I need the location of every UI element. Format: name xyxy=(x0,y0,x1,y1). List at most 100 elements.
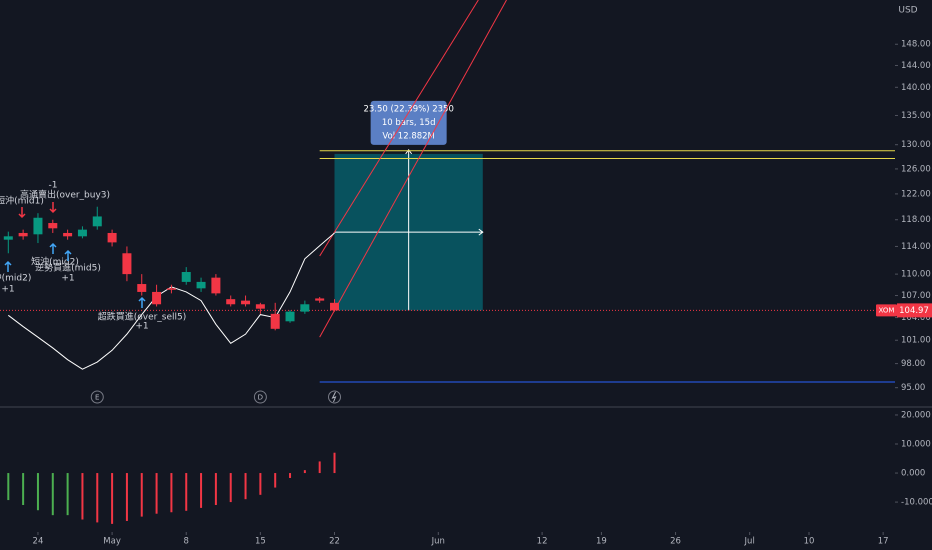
y-tick-label: 148.00 xyxy=(901,40,931,50)
histogram-bar xyxy=(259,473,262,495)
y-tick-label: 107.00 xyxy=(901,291,931,301)
annotation: 短沖(mid1) xyxy=(0,195,44,207)
measure-label: Vol 12.882M xyxy=(382,131,435,141)
histogram-bar xyxy=(200,473,203,508)
y-tick-label: 144.00 xyxy=(901,61,931,71)
candle-body xyxy=(63,232,73,237)
y-tick-label: 110.00 xyxy=(901,270,931,280)
x-tick-label: May xyxy=(103,537,121,547)
histogram-bar xyxy=(214,473,217,505)
candle-body xyxy=(166,288,176,290)
y-tick-label: 95.00 xyxy=(901,383,925,393)
y-tick-label: 114.00 xyxy=(901,242,931,252)
x-tick-label: 15 xyxy=(255,537,266,547)
candle-body xyxy=(92,216,102,227)
event-bolt xyxy=(331,391,337,403)
histogram-bar xyxy=(318,461,321,474)
y-tick-label: 122.00 xyxy=(901,189,931,199)
currency: USD xyxy=(898,6,917,16)
trend-line xyxy=(319,0,507,338)
histogram-bar xyxy=(36,473,39,511)
annotation: 高通賣出(over_buy3) xyxy=(20,189,110,201)
candle-body xyxy=(270,313,280,329)
candle-body xyxy=(181,272,191,282)
annotation: +1 xyxy=(135,322,148,332)
signal-arrow-up xyxy=(4,260,12,272)
histogram-bar xyxy=(96,473,99,523)
candle-body xyxy=(255,304,265,309)
histogram-bar xyxy=(51,473,54,516)
histogram-bar xyxy=(303,470,306,474)
y-tick-label: 126.00 xyxy=(901,164,931,174)
candle-body xyxy=(330,302,340,311)
candle-body xyxy=(18,232,28,237)
y-tick-label: 140.00 xyxy=(901,83,931,93)
trend-line xyxy=(319,0,479,257)
annotation: +1 xyxy=(61,274,74,284)
histogram-bar xyxy=(244,473,247,500)
measure-label: 23.50 (22.39%) 2350 xyxy=(363,104,453,114)
histogram-bar xyxy=(274,473,277,488)
histogram-bar xyxy=(170,473,173,513)
candle-body xyxy=(241,300,251,305)
signal-arrow-up xyxy=(138,296,146,308)
y-tick-label: 101.00 xyxy=(901,336,931,346)
candle-body xyxy=(107,232,117,243)
histogram-bar xyxy=(22,473,25,505)
x-tick-label: 24 xyxy=(33,537,44,547)
signal-arrow-up xyxy=(49,242,57,254)
y-tick-label: 10.000 xyxy=(901,440,931,450)
annotation: 逆勢買進(mid5) xyxy=(35,262,101,274)
signal-arrow-up xyxy=(64,249,72,261)
x-tick-label: Jul xyxy=(744,537,755,547)
x-tick-label: Jun xyxy=(431,537,445,547)
histogram-bar xyxy=(81,473,84,520)
signal-arrow-down xyxy=(49,202,57,214)
last-price-label: 104.97 xyxy=(899,306,929,316)
y-tick-label: 20.000 xyxy=(901,410,931,420)
y-tick-label: -10.000 xyxy=(901,498,932,508)
event-icon xyxy=(253,390,267,404)
histogram-bar xyxy=(289,473,292,478)
candle-body xyxy=(137,284,147,292)
annotation: +1 xyxy=(1,285,14,295)
x-tick-label: 26 xyxy=(670,537,681,547)
signal-arrow-down xyxy=(18,207,26,219)
y-tick-label: 0.000 xyxy=(901,469,925,479)
x-tick-label: 8 xyxy=(184,537,189,547)
x-tick-label: 12 xyxy=(537,537,548,547)
candle-body xyxy=(3,236,13,240)
candle-body xyxy=(315,298,325,301)
candle-body xyxy=(122,253,132,275)
y-tick-label: 118.00 xyxy=(901,215,931,225)
candle-body xyxy=(196,281,206,289)
histogram-bar xyxy=(140,473,143,517)
histogram-bar xyxy=(229,473,232,503)
histogram-bar xyxy=(7,473,10,501)
histogram-bar xyxy=(66,473,69,516)
candle-body xyxy=(33,217,43,235)
x-tick-label: 19 xyxy=(596,537,607,547)
y-tick-label: 130.00 xyxy=(901,140,931,150)
measure-arrow xyxy=(478,228,484,236)
annotation: -1 xyxy=(49,181,58,191)
histogram-bar xyxy=(333,452,336,474)
candle-body xyxy=(77,229,87,237)
price-tag xyxy=(897,303,932,318)
annotation: 超跌買進(over_sell5) xyxy=(98,311,187,323)
candle-body xyxy=(300,304,310,312)
event-label: D xyxy=(258,394,263,402)
candle-body xyxy=(226,299,236,305)
event-label: E xyxy=(95,394,99,402)
histogram-bar xyxy=(155,473,158,514)
measure-arrow xyxy=(405,149,413,155)
histogram-bar xyxy=(125,473,128,521)
y-tick-label: 104.00 xyxy=(901,313,931,323)
histogram-bar xyxy=(185,473,188,511)
candle-body xyxy=(211,277,221,294)
symbol-label: XOM xyxy=(879,306,895,314)
annotation: 短沖(mid2) xyxy=(31,256,79,268)
y-tick-label: 135.00 xyxy=(901,111,931,121)
candle-body xyxy=(285,311,295,322)
